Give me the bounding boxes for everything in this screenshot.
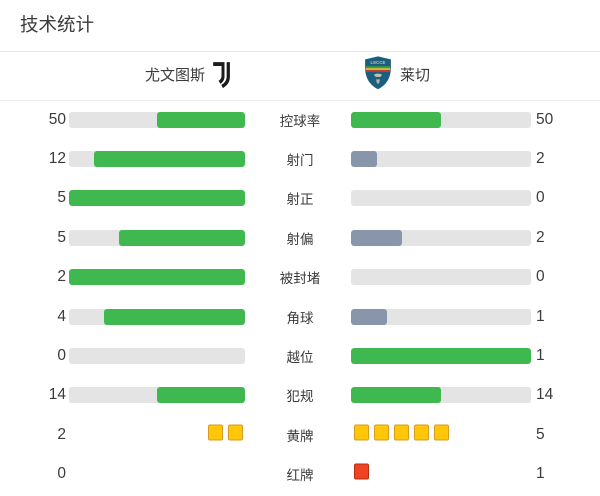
svg-text:LECCE: LECCE — [371, 60, 386, 65]
